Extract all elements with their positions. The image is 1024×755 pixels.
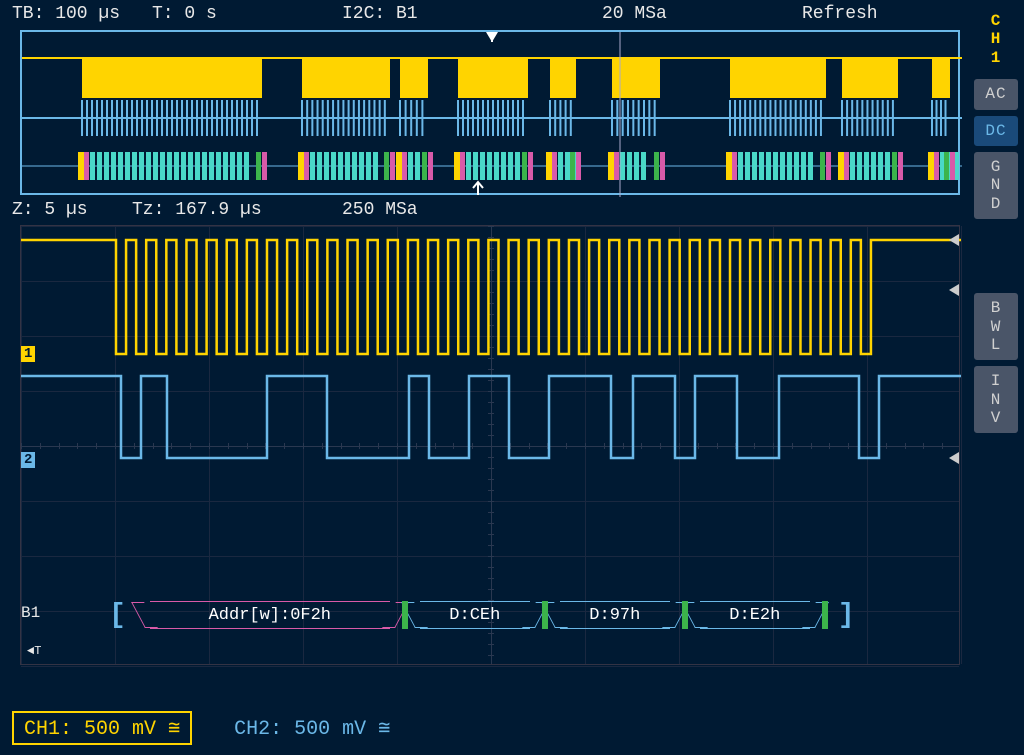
top-header: TB: 100 µs T: 0 s I2C: B1 20 MSa Refresh <box>0 0 1024 28</box>
decode-data-frame: D:E2h <box>700 601 810 629</box>
ch2-marker: 2 <box>21 452 35 468</box>
decode-data-frame: D:97h <box>560 601 670 629</box>
b1-label: B1 <box>21 604 40 622</box>
trigger-marker: ◄T <box>27 644 41 658</box>
bus-label: I2C: B1 <box>342 4 602 24</box>
ack-marker <box>682 601 688 629</box>
zoom-header: Z: 5 µs Tz: 167.9 µs 250 MSa <box>12 200 418 220</box>
decode-data-text: D:E2h <box>729 606 780 625</box>
ch1-scale-label[interactable]: CH1: 500 mV ≅ <box>12 711 192 745</box>
inv-button[interactable]: I N V <box>974 366 1018 433</box>
ch1-marker: 1 <box>21 346 35 362</box>
zoom-tz-label: Tz: 167.9 µs <box>132 200 342 220</box>
zoom-z-label: Z: 5 µs <box>12 200 132 220</box>
ac-button[interactable]: AC <box>974 79 1018 109</box>
overview-panel[interactable] <box>20 30 960 195</box>
bracket-open-icon: [ <box>109 600 126 631</box>
bracket-close-icon: ] <box>838 600 855 631</box>
gnd-button[interactable]: G N D <box>974 152 1018 219</box>
decode-data-text: D:CEh <box>449 606 500 625</box>
time-label: T: 0 s <box>152 4 342 24</box>
ch1-button[interactable]: C H 1 <box>974 6 1018 73</box>
timebase-label: TB: 100 µs <box>12 4 152 24</box>
ch2-scale-label[interactable]: CH2: 500 mV ≅ <box>224 713 400 743</box>
decode-addr-frame: Addr[w]:0F2h <box>150 601 390 629</box>
ack-marker <box>402 601 408 629</box>
ack-marker <box>822 601 828 629</box>
zoom-samplerate-label: 250 MSa <box>342 200 418 220</box>
dc-button[interactable]: DC <box>974 116 1018 146</box>
decode-row: [ Addr[w]:0F2h D:CEh D:97h D:E2h ] <box>109 598 869 632</box>
decode-addr-text: Addr[w]:0F2h <box>209 606 331 625</box>
mode-label: Refresh <box>802 4 878 24</box>
decode-data-frame: D:CEh <box>420 601 530 629</box>
bwl-button[interactable]: B W L <box>974 293 1018 360</box>
main-panel[interactable]: 1 2 B1 ◄T [ Addr[w]:0F2h D:CEh D:97h D:E… <box>20 225 960 665</box>
ack-marker <box>542 601 548 629</box>
bottom-bar: CH1: 500 mV ≅ CH2: 500 mV ≅ <box>12 711 400 745</box>
decode-data-text: D:97h <box>589 606 640 625</box>
sidebar: C H 1 AC DC G N D B W L I N V <box>974 6 1018 433</box>
samplerate-label: 20 MSa <box>602 4 802 24</box>
overview-waveform <box>22 32 962 197</box>
